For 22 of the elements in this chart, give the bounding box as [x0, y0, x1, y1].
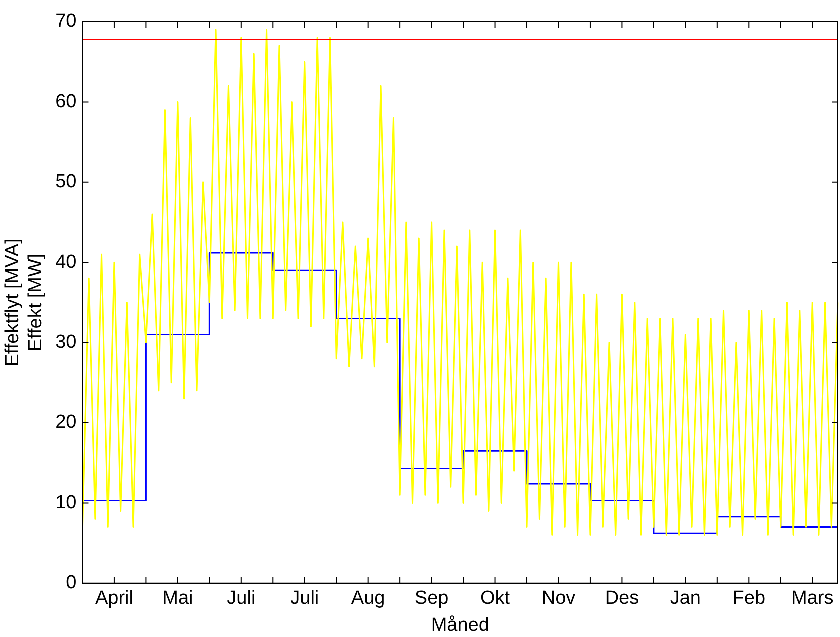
y-tick-label: 10 — [56, 492, 77, 514]
x-tick-label: Juli — [290, 588, 320, 610]
x-tick-label: Juli — [227, 588, 256, 610]
x-tick-label: Aug — [351, 588, 386, 610]
y-tick-label: 20 — [56, 412, 77, 434]
x-axis-title: Måned — [431, 614, 490, 636]
y-tick-label: 0 — [66, 572, 77, 594]
x-tick-label: Sep — [414, 588, 449, 610]
y-axis-title: Effektflyt [MVA] Effekt [MW] — [2, 238, 46, 367]
x-tick-label: Nov — [542, 588, 576, 610]
x-tick-label: Feb — [732, 588, 766, 610]
x-tick-label: April — [95, 588, 134, 610]
y-tick-label: 30 — [56, 332, 77, 354]
x-tick-label: Okt — [480, 588, 511, 610]
y-tick-label: 40 — [56, 252, 77, 273]
x-tick-label: Jan — [670, 588, 701, 610]
x-tick-label: Mai — [162, 588, 194, 610]
y-tick-label: 60 — [56, 91, 77, 112]
x-tick-label: Des — [605, 588, 640, 610]
x-tick-label: Mars — [791, 588, 834, 610]
y-tick-label: 50 — [56, 172, 77, 193]
y-tick-label: 70 — [56, 11, 77, 32]
